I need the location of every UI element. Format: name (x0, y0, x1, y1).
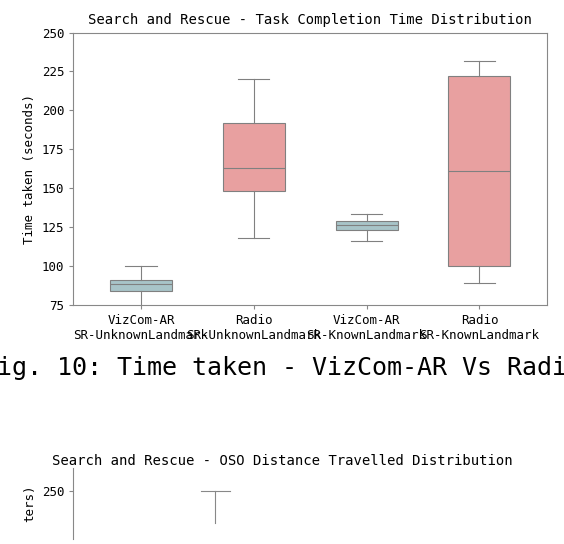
PathPatch shape (223, 123, 285, 191)
PathPatch shape (110, 280, 172, 290)
Text: Fig. 10: Time taken - VizCom-AR Vs Radio: Fig. 10: Time taken - VizCom-AR Vs Radio (0, 356, 564, 380)
Y-axis label: Time taken (seconds): Time taken (seconds) (23, 94, 36, 244)
PathPatch shape (448, 76, 510, 266)
PathPatch shape (336, 221, 398, 230)
Y-axis label: ters): ters) (23, 485, 36, 522)
Text: Search and Rescue - OSO Distance Travelled Distribution: Search and Rescue - OSO Distance Travell… (52, 454, 512, 468)
Title: Search and Rescue - Task Completion Time Distribution: Search and Rescue - Task Completion Time… (88, 13, 532, 27)
